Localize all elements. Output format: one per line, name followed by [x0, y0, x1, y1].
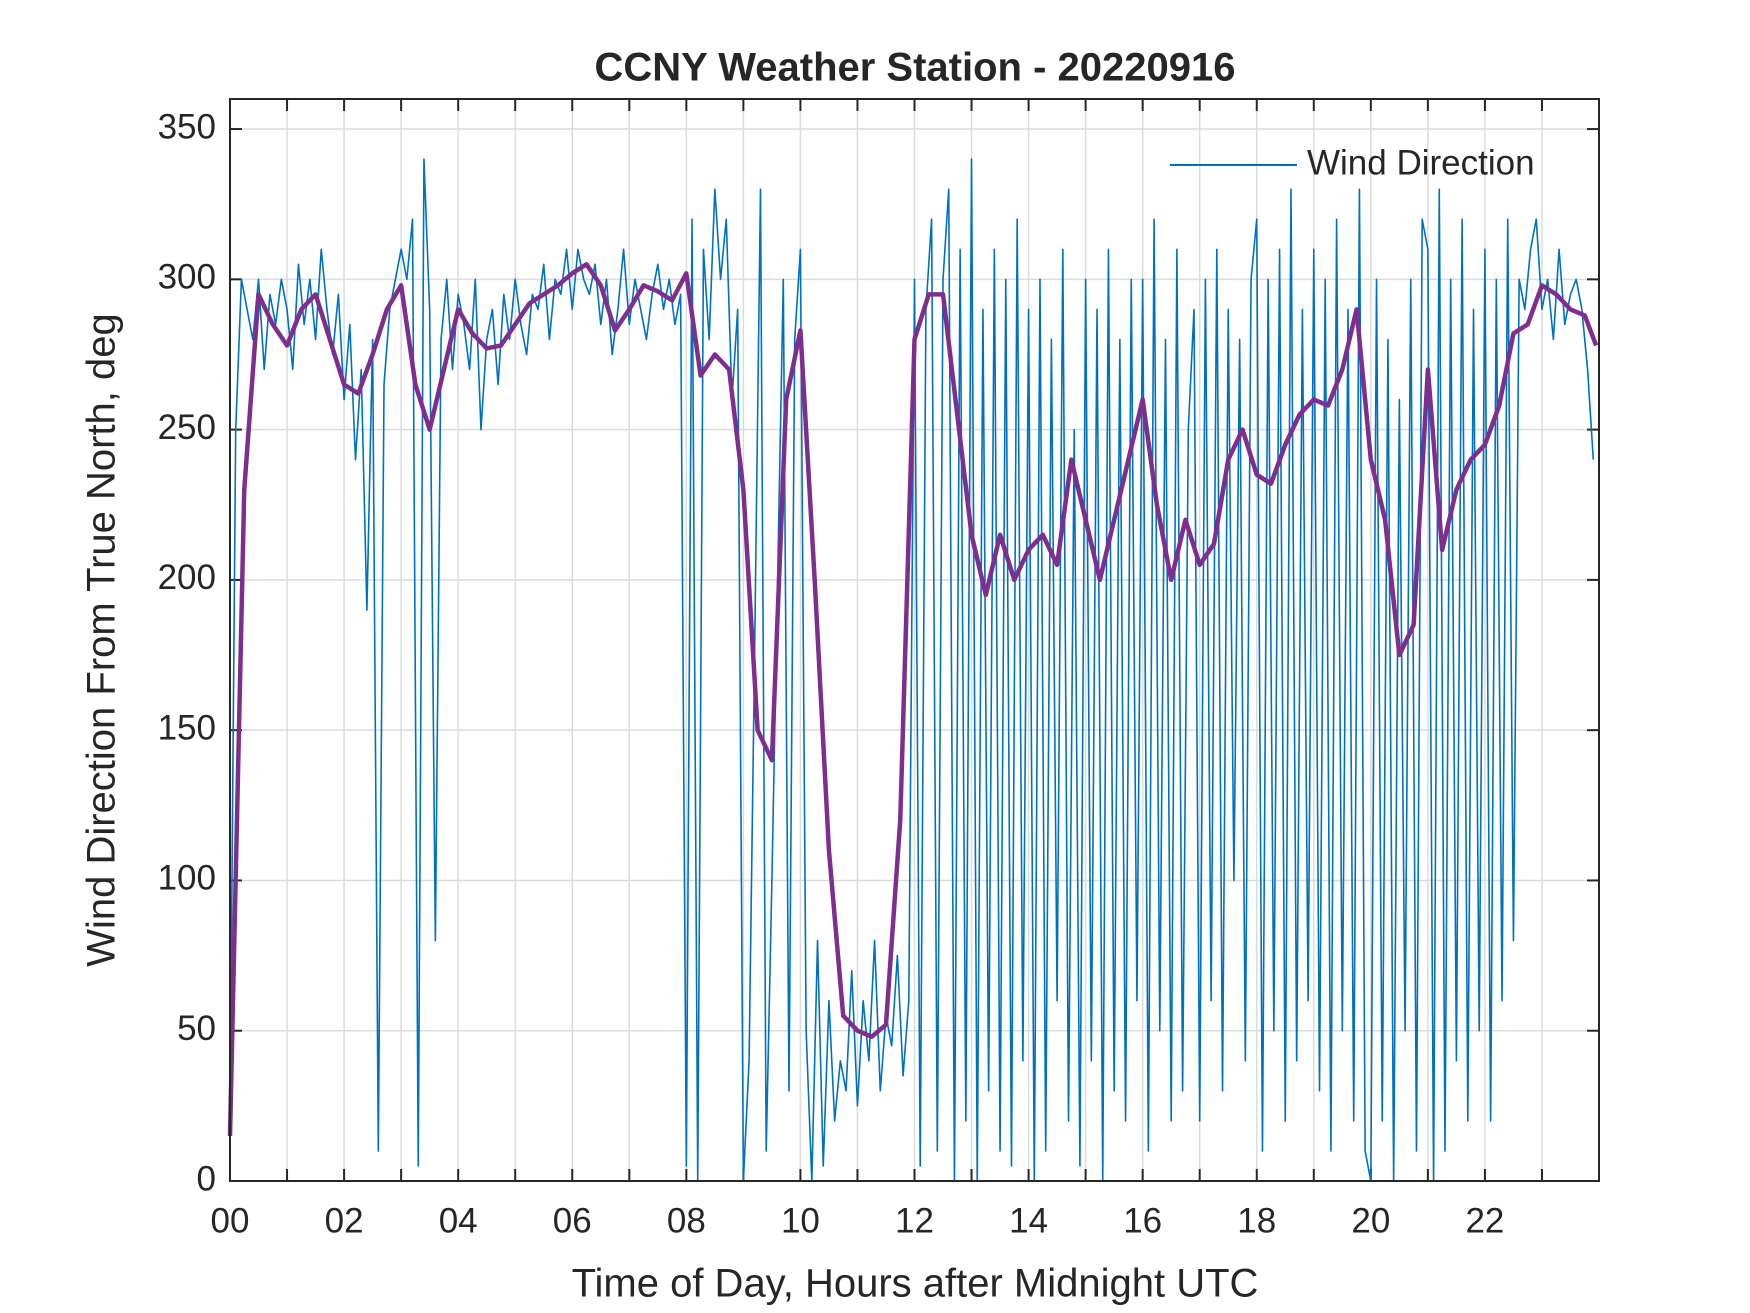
- chart-title: CCNY Weather Station - 20220916: [595, 46, 1236, 90]
- data-line: [227, 262, 1599, 1136]
- x-tick-label: 04: [439, 1201, 478, 1240]
- x-tick-label: 12: [895, 1201, 934, 1240]
- x-tick-label: 14: [1009, 1201, 1048, 1240]
- x-axis-label: Time of Day, Hours after Midnight UTC: [572, 1262, 1259, 1306]
- x-tick-label: 02: [325, 1201, 364, 1240]
- data-line: [229, 158, 1595, 1182]
- x-tick-label: 06: [553, 1201, 592, 1240]
- legend-label: Wind Direction: [1307, 143, 1535, 182]
- x-tick-label: 16: [1123, 1201, 1162, 1240]
- y-tick-label: 200: [158, 558, 216, 597]
- x-tick-label: 00: [211, 1201, 250, 1240]
- x-tick-label: 18: [1237, 1201, 1276, 1240]
- y-tick-label: 50: [177, 1009, 216, 1048]
- y-tick-label: 100: [158, 859, 216, 898]
- y-axis-label: Wind Direction From True North, deg: [80, 313, 124, 967]
- y-tick-label: 150: [158, 708, 216, 747]
- x-tick-label: 22: [1465, 1201, 1504, 1240]
- y-tick-label: 300: [158, 258, 216, 297]
- x-tick-label: 20: [1351, 1201, 1390, 1240]
- axes-box: [229, 98, 1600, 1182]
- x-tick-label: 08: [667, 1201, 706, 1240]
- y-tick-label: 0: [197, 1159, 216, 1198]
- x-tick-label: 10: [781, 1201, 820, 1240]
- y-tick-label: 250: [158, 408, 216, 447]
- y-tick-label: 350: [158, 107, 216, 146]
